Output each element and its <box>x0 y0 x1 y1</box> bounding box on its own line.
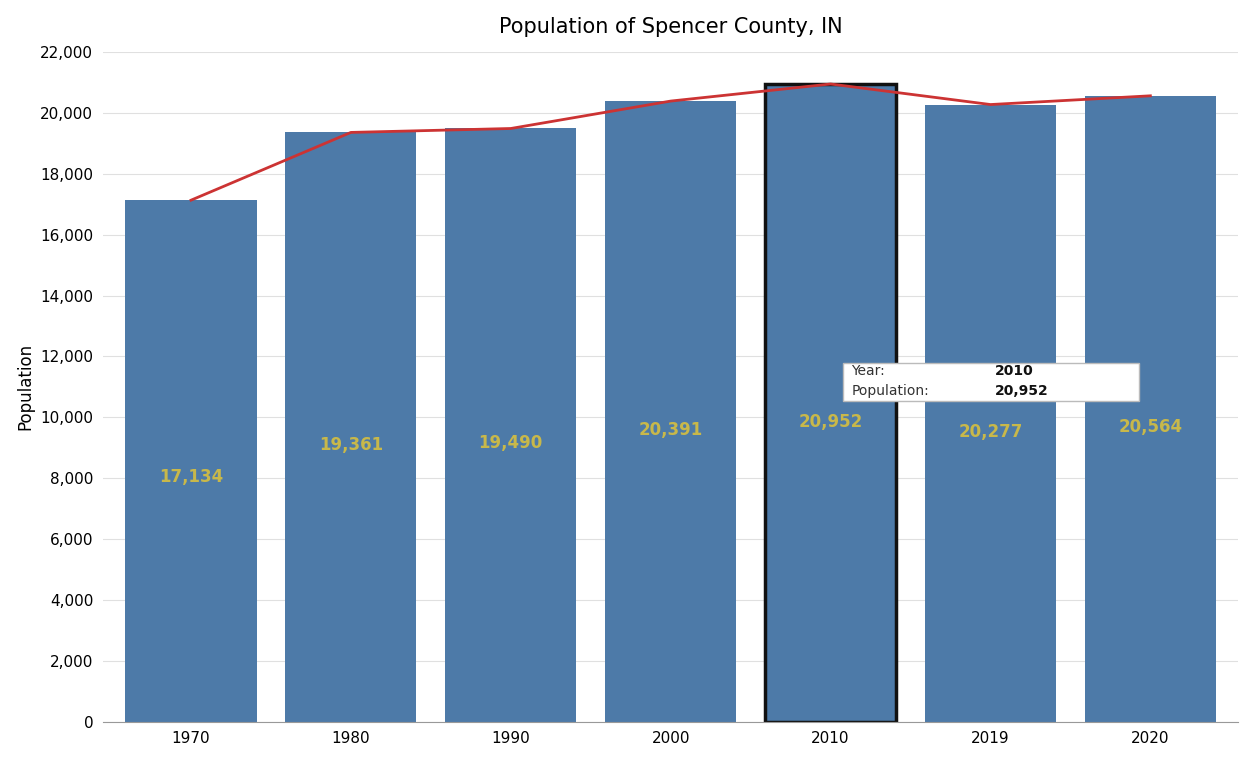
Bar <box>605 101 737 722</box>
Text: 19,490: 19,490 <box>478 434 543 452</box>
Bar <box>1084 96 1216 722</box>
Text: 20,391: 20,391 <box>639 421 703 439</box>
Text: Year:: Year: <box>851 364 885 378</box>
FancyBboxPatch shape <box>843 362 1140 401</box>
Bar <box>766 84 896 722</box>
Bar <box>446 128 576 722</box>
Text: 20,277: 20,277 <box>959 423 1023 440</box>
Bar <box>925 105 1055 722</box>
Y-axis label: Population: Population <box>16 343 35 430</box>
Text: Population:: Population: <box>851 384 929 398</box>
Text: 19,361: 19,361 <box>319 436 383 454</box>
Text: 20,952: 20,952 <box>995 384 1049 398</box>
Text: 17,134: 17,134 <box>159 468 223 485</box>
Bar <box>126 200 256 722</box>
Title: Population of Spencer County, IN: Population of Spencer County, IN <box>499 17 842 37</box>
Text: 2010: 2010 <box>995 364 1034 378</box>
Text: 20,564: 20,564 <box>1118 418 1182 436</box>
Text: 20,952: 20,952 <box>798 413 862 431</box>
Bar <box>285 133 417 722</box>
